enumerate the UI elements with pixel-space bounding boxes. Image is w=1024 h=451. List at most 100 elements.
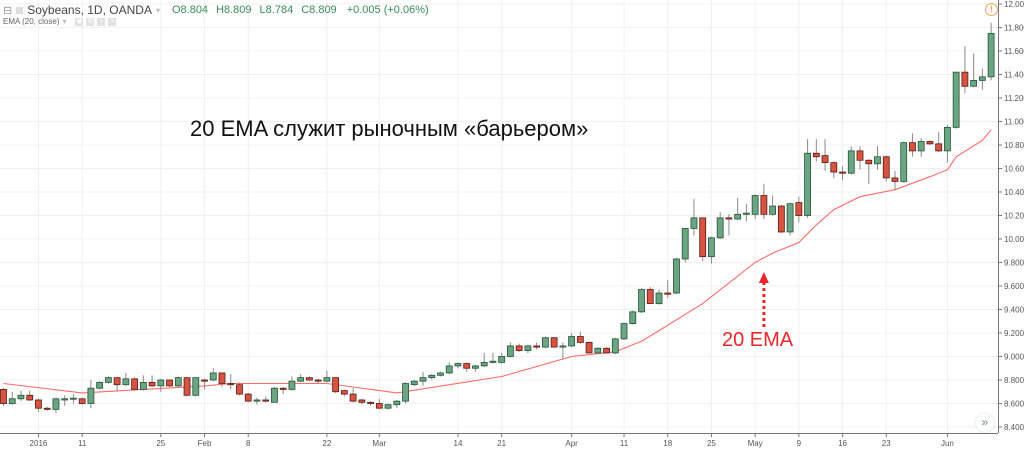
change-value: +0.005 (+0.06%) bbox=[346, 4, 429, 16]
candle-body-up bbox=[472, 365, 479, 369]
candle bbox=[104, 376, 112, 384]
candle bbox=[926, 140, 934, 145]
candle-body-up bbox=[498, 356, 506, 363]
chevron-down-icon[interactable]: ▾ bbox=[62, 17, 67, 26]
candle bbox=[8, 391, 16, 405]
candles-layer bbox=[0, 22, 995, 413]
candle bbox=[944, 125, 951, 163]
candle bbox=[568, 333, 575, 348]
price-tick-label: 8.800 bbox=[1004, 376, 1024, 385]
candle bbox=[664, 280, 672, 298]
candle-body-up bbox=[690, 217, 698, 229]
candle bbox=[830, 161, 838, 178]
candle bbox=[760, 183, 768, 220]
candle-body-down bbox=[699, 217, 707, 258]
candle-body-up bbox=[708, 237, 715, 258]
candle bbox=[550, 337, 558, 348]
candle-body-down bbox=[664, 292, 672, 295]
candle bbox=[690, 199, 698, 236]
candle bbox=[35, 398, 42, 412]
candle-body-up bbox=[638, 289, 645, 313]
visibility-icon[interactable]: ◉ bbox=[75, 17, 84, 26]
candle-body-down bbox=[812, 152, 820, 158]
time-tick-label: 22 bbox=[322, 439, 331, 448]
candle bbox=[410, 380, 418, 386]
collapse-icon[interactable]: ⊟ bbox=[3, 4, 13, 17]
settings-icon[interactable]: ⚙ bbox=[86, 17, 95, 26]
candle bbox=[874, 146, 881, 170]
candle-body-up bbox=[52, 398, 60, 410]
scroll-to-realtime-button[interactable]: » bbox=[976, 414, 994, 432]
candle-body-up bbox=[70, 397, 77, 400]
candle-body-up bbox=[743, 212, 750, 215]
series-color-icon bbox=[16, 6, 24, 14]
time-tick-label: 21 bbox=[497, 439, 506, 448]
candle bbox=[70, 394, 77, 404]
candle-body-down bbox=[375, 403, 383, 409]
candle bbox=[882, 155, 890, 182]
close-icon[interactable]: × bbox=[108, 17, 117, 26]
candle-body-up bbox=[611, 338, 619, 354]
candle-body-down bbox=[349, 393, 357, 402]
candle bbox=[769, 195, 777, 216]
price-tick-label: 8.400 bbox=[1004, 423, 1024, 432]
candle bbox=[725, 214, 733, 236]
candle bbox=[419, 371, 427, 386]
time-tick-label: 25 bbox=[156, 439, 165, 448]
candle bbox=[271, 387, 278, 403]
time-axis[interactable]: 2016 11 25 Feb 8 22 Mar 14 21 Apr 11 18 25 May 9 16 23 Ju… bbox=[0, 433, 998, 448]
candle bbox=[472, 364, 479, 372]
candle-body-down bbox=[830, 162, 838, 173]
time-tick-label: 14 bbox=[454, 439, 463, 448]
price-axis[interactable]: 12.000 11.800 11.600 11.400 11.200 11.000 10.8… bbox=[998, 0, 1024, 433]
candle-body-up bbox=[393, 400, 401, 406]
chevron-down-icon[interactable]: ▾ bbox=[155, 5, 160, 15]
add-icon[interactable]: + bbox=[97, 17, 106, 26]
candle-body-down bbox=[183, 377, 191, 396]
candle-body-up bbox=[437, 372, 444, 376]
time-tick-label: 16 bbox=[838, 439, 847, 448]
candle bbox=[201, 378, 208, 390]
indicator-title[interactable]: EMA (20, close) bbox=[3, 17, 60, 26]
candle bbox=[777, 204, 785, 234]
price-tick-label: 10.600 bbox=[1004, 165, 1024, 174]
candle-body-up bbox=[874, 156, 881, 165]
candle-body-down bbox=[26, 394, 34, 401]
candle bbox=[541, 336, 549, 349]
candle bbox=[856, 146, 864, 170]
candle-body-up bbox=[917, 141, 925, 152]
price-tick-label: 10.400 bbox=[1004, 188, 1024, 197]
candle-body-down bbox=[839, 171, 846, 174]
candle bbox=[437, 371, 444, 377]
candle-body-up bbox=[17, 394, 25, 400]
time-tick-label: 11 bbox=[620, 439, 629, 448]
candle bbox=[367, 401, 374, 406]
candle bbox=[340, 389, 348, 397]
candle bbox=[445, 362, 453, 375]
time-tick-label: 23 bbox=[882, 439, 891, 448]
symbol-title[interactable]: Soybeans, 1D, OANDA bbox=[27, 3, 152, 17]
candle-body-up bbox=[157, 379, 165, 387]
candle bbox=[402, 382, 409, 404]
candle bbox=[122, 372, 130, 386]
price-tick-label: 11.600 bbox=[1004, 47, 1024, 56]
candle bbox=[244, 392, 252, 403]
candle bbox=[236, 382, 243, 396]
candle bbox=[716, 211, 724, 239]
candle bbox=[454, 362, 462, 369]
ema-label-annotation: 20 EMA bbox=[722, 329, 794, 351]
candle bbox=[498, 352, 506, 364]
candle bbox=[839, 166, 846, 181]
alert-icon[interactable]: ! bbox=[985, 3, 998, 16]
candle-body-down bbox=[305, 377, 313, 381]
ema-arrow bbox=[758, 272, 769, 327]
candle bbox=[987, 22, 995, 81]
candle-body-up bbox=[620, 323, 628, 340]
ema-layer bbox=[3, 129, 992, 394]
price-tick-label: 9.800 bbox=[1004, 259, 1024, 268]
candle bbox=[646, 287, 654, 305]
candle bbox=[192, 377, 200, 397]
candle bbox=[673, 257, 680, 295]
grid bbox=[0, 0, 998, 433]
